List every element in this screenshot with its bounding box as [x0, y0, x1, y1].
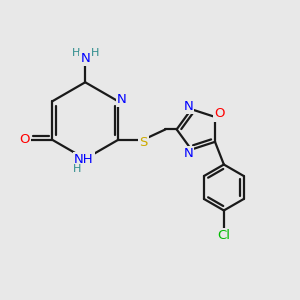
Text: N: N: [184, 147, 193, 160]
Text: Cl: Cl: [218, 229, 230, 242]
Text: H: H: [73, 164, 82, 174]
Text: H: H: [72, 48, 80, 59]
Text: NH: NH: [74, 153, 94, 166]
Text: S: S: [139, 136, 148, 148]
Text: N: N: [184, 100, 193, 113]
Text: O: O: [20, 133, 30, 146]
Text: N: N: [117, 93, 127, 106]
Text: O: O: [214, 107, 225, 121]
Text: N: N: [80, 52, 90, 65]
Text: H: H: [91, 48, 99, 59]
